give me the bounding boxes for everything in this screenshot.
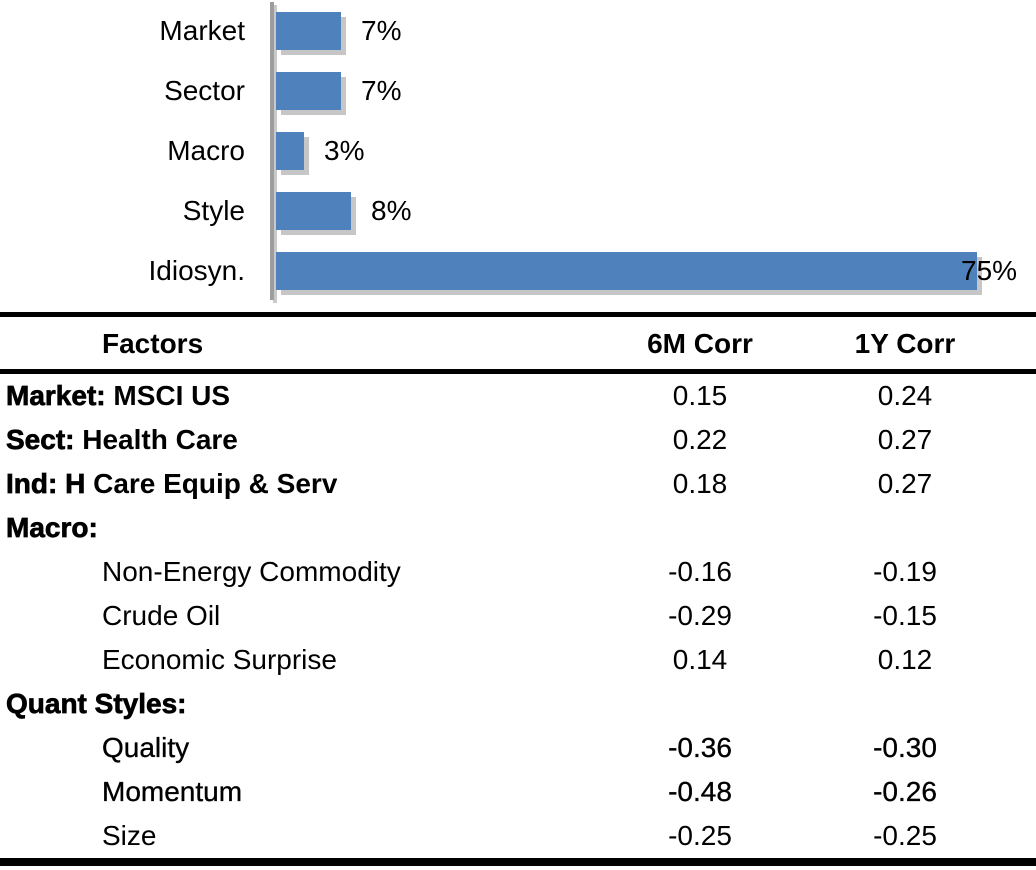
divider-top xyxy=(0,312,1036,317)
table-row: Momentum -0.48 -0.26 xyxy=(0,770,1036,814)
table-row: Crude Oil -0.29 -0.15 xyxy=(0,594,1036,638)
factor-cell: Quality xyxy=(102,726,190,770)
table-row: Ind: H Care Equip & Serv 0.18 0.27 xyxy=(0,462,1036,506)
bar xyxy=(276,12,341,50)
factor-cell: Economic Surprise xyxy=(102,638,337,682)
category-label: Market xyxy=(159,15,245,46)
factor-cell: Quant Styles: xyxy=(6,682,187,726)
factor-label: Care Equip & Serv xyxy=(93,468,338,499)
corr-6m-cell: -0.36 xyxy=(668,732,732,763)
divider-bottom xyxy=(0,858,1036,866)
factor-label: Size xyxy=(102,820,157,851)
factor-label: Crude Oil xyxy=(102,600,221,631)
bar xyxy=(276,252,977,290)
data-label: 7% xyxy=(361,75,402,106)
factor-label: Quality xyxy=(102,732,190,763)
corr-6m-cell xyxy=(590,682,810,726)
factor-cell: Momentum xyxy=(102,770,242,814)
corr-6m-cell: 0.18 xyxy=(672,468,728,499)
table-row: Sect: Health Care 0.22 0.27 xyxy=(0,418,1036,462)
table-row: Size -0.25 -0.25 xyxy=(0,814,1036,858)
factor-label: Economic Surprise xyxy=(102,644,337,675)
table-row: Quant Styles: xyxy=(0,682,1036,726)
corr-1y-cell: 0.27 xyxy=(877,468,933,499)
corr-6m-cell: -0.16 xyxy=(668,556,732,587)
corr-6m-cell: -0.25 xyxy=(668,820,732,851)
bar xyxy=(276,132,304,170)
corr-1y-cell: 0.24 xyxy=(877,380,933,411)
corr-6m-cell: 0.22 xyxy=(672,424,728,455)
category-label: Style xyxy=(182,195,245,226)
category-label: Macro xyxy=(167,135,245,166)
correlation-table: Market: MSCI US 0.15 0.24 Sect: Health Care… xyxy=(0,374,1036,858)
factor-cell: Non-Energy Commodity xyxy=(102,550,401,594)
corr-1y-cell: -0.30 xyxy=(873,732,937,763)
factor-cell: Market: MSCI US xyxy=(6,374,230,418)
col-header-factors: Factors xyxy=(102,328,204,359)
table-row: Economic Surprise 0.14 0.12 xyxy=(0,638,1036,682)
table-row: Quality -0.36 -0.30 xyxy=(0,726,1036,770)
col-header-6m-corr: 6M Corr xyxy=(647,328,753,359)
corr-1y-cell xyxy=(795,506,1015,550)
corr-1y-cell: -0.19 xyxy=(873,556,937,587)
data-label: 75% xyxy=(961,255,1018,286)
factor-strong-label: Sect: xyxy=(6,424,75,456)
bar xyxy=(276,72,341,110)
factor-cell: Macro: xyxy=(6,506,98,550)
factor-cell: Crude Oil xyxy=(102,594,220,638)
table-row: Non-Energy Commodity -0.16 -0.19 xyxy=(0,550,1036,594)
factor-cell: Sect: Health Care xyxy=(6,418,238,462)
corr-1y-cell: -0.25 xyxy=(873,820,937,851)
data-label: 7% xyxy=(361,15,402,46)
corr-6m-cell: 0.15 xyxy=(672,380,728,411)
category-label: Idiosyn. xyxy=(148,255,246,286)
corr-1y-cell: 0.27 xyxy=(877,424,933,455)
category-axis-line xyxy=(270,2,274,300)
factor-cell: Size xyxy=(102,814,156,858)
category-label: Sector xyxy=(164,75,245,106)
factor-strong-label: Macro: xyxy=(6,512,98,544)
factor-strong-label: Ind: H xyxy=(6,468,86,500)
col-header-1y-corr: 1Y Corr xyxy=(854,328,956,359)
corr-6m-cell xyxy=(590,506,810,550)
factor-strong-label: Market: xyxy=(6,380,106,412)
corr-1y-cell: -0.26 xyxy=(873,776,937,807)
table-row: Macro: xyxy=(0,506,1036,550)
corr-1y-cell xyxy=(795,682,1015,726)
corr-6m-cell: -0.29 xyxy=(668,600,732,631)
table-row: Market: MSCI US 0.15 0.24 xyxy=(0,374,1036,418)
factor-contribution-bar-chart: Market 7% Sector 7% Macro 3% Style 8% Idiosyn. 75… xyxy=(0,0,1036,312)
factor-strong-label: Quant Styles: xyxy=(6,688,187,720)
data-label: 8% xyxy=(371,195,412,226)
factor-label: Non-Energy Commodity xyxy=(102,556,401,587)
factor-label: Health Care xyxy=(82,424,238,455)
data-label: 3% xyxy=(324,135,365,166)
corr-1y-cell: 0.12 xyxy=(877,644,933,675)
divider-header xyxy=(0,369,1036,374)
factor-cell: Ind: H Care Equip & Serv xyxy=(6,462,338,506)
corr-6m-cell: -0.48 xyxy=(668,776,732,807)
bar xyxy=(276,192,351,230)
factor-label: Momentum xyxy=(102,776,243,807)
corr-6m-cell: 0.14 xyxy=(672,644,728,675)
factor-label: MSCI US xyxy=(113,380,231,411)
corr-1y-cell: -0.15 xyxy=(873,600,937,631)
